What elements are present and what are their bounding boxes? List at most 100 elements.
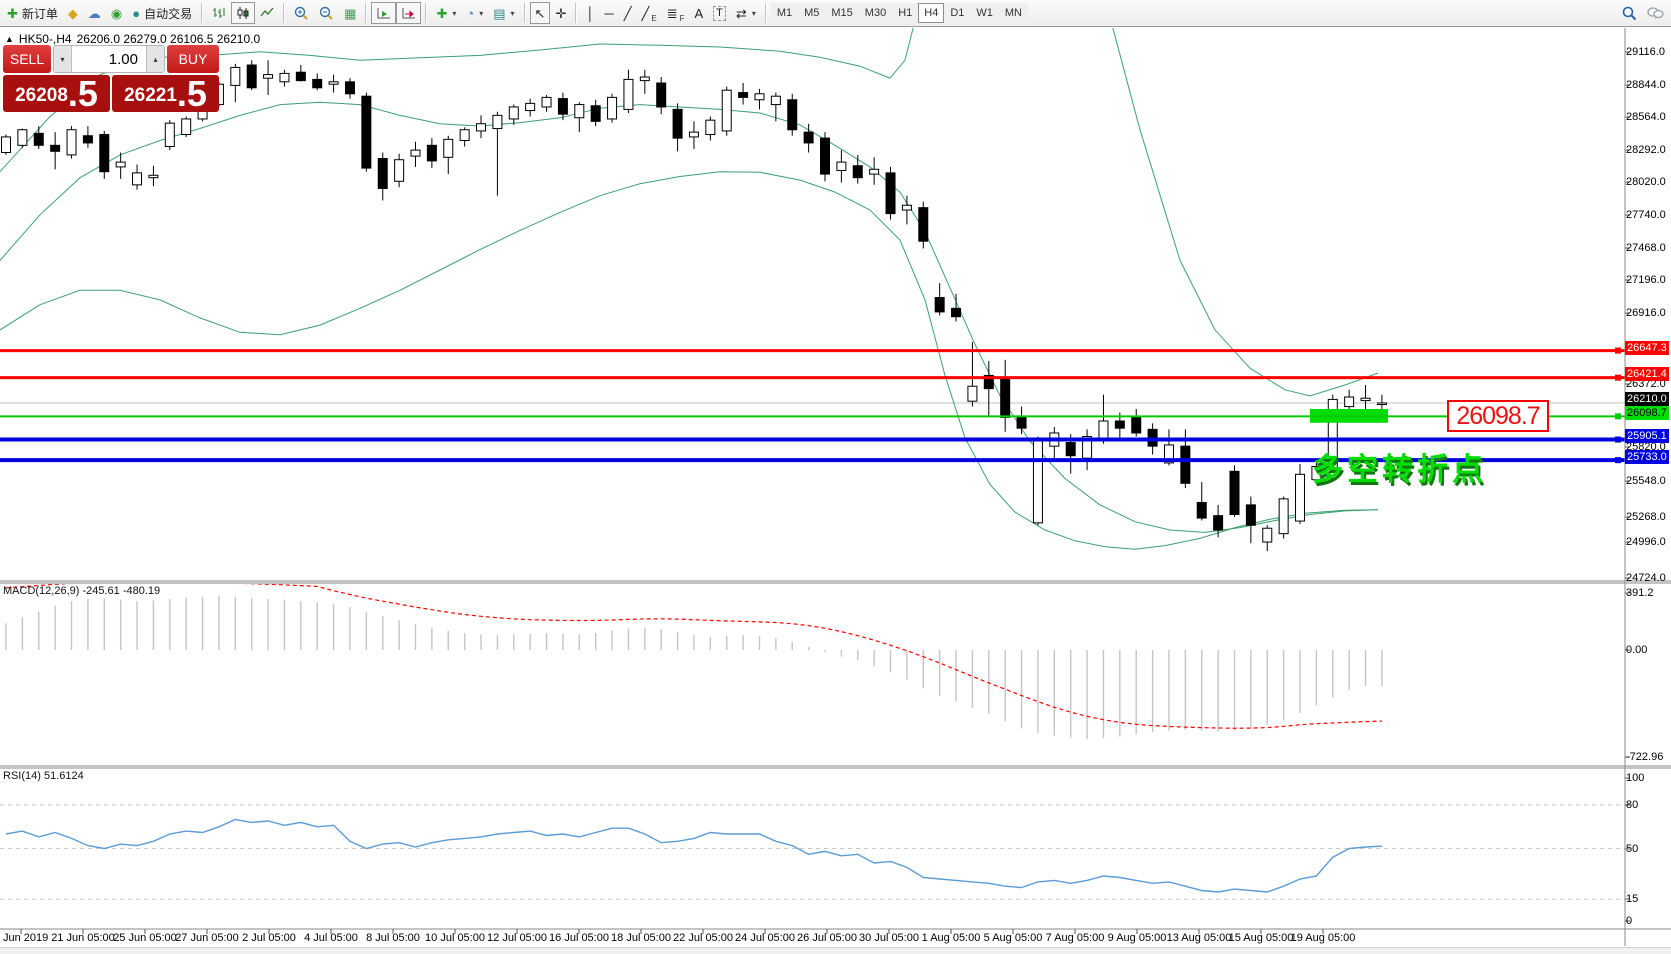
zoom-out-button[interactable]: [314, 2, 339, 24]
buy-button[interactable]: BUY: [167, 45, 219, 73]
volume-up-button[interactable]: ▴: [147, 46, 164, 72]
macd-indicator-title: MACD(12,26,9) -245.61 -480.19: [3, 585, 161, 597]
time-axis-label: 9 Aug 05:00: [1107, 932, 1167, 944]
time-axis-label: 5 Aug 05:00: [983, 932, 1043, 944]
zoom-out-icon: [319, 6, 333, 20]
crosshair-tool-button[interactable]: ✛: [550, 2, 571, 24]
candlestick-chart-button[interactable]: [231, 2, 256, 24]
tab-timeframe-m30[interactable]: M30: [858, 3, 893, 23]
add-indicator-icon: ✚: [436, 5, 448, 21]
chart-shift-button[interactable]: [396, 2, 422, 24]
hline-anchor[interactable]: [1615, 436, 1621, 443]
vertical-line-tool-button[interactable]: │: [581, 2, 599, 24]
symbol-arrow-icon: ▲: [5, 34, 14, 44]
new-order-button[interactable]: ✚ 新订单: [2, 2, 63, 24]
price-axis-label: 28292.0: [1626, 144, 1666, 156]
tab-timeframe-w1[interactable]: W1: [970, 3, 999, 23]
price-axis-label: 391.2: [1626, 587, 1654, 599]
time-axis-label: 8 Jul 05:00: [366, 932, 420, 944]
price-axis-label: 0.00: [1626, 644, 1648, 656]
tab-timeframe-d1[interactable]: D1: [944, 3, 971, 23]
time-axis-label: 13 Aug 05:00: [1166, 932, 1232, 944]
macd-pane[interactable]: [5, 582, 1383, 739]
tab-timeframe-m1[interactable]: M1: [770, 3, 799, 23]
hline-anchor[interactable]: [1615, 413, 1621, 420]
channel-sub-label: E: [651, 14, 657, 23]
ohlc-quote: 26206.0 26279.0 26106.5 26210.0: [76, 32, 261, 46]
price-level-tag[interactable]: 26098.7: [1447, 400, 1549, 432]
hline-anchor[interactable]: [1615, 374, 1621, 381]
price-axis-badge: 25905.1: [1625, 429, 1669, 443]
bar-chart-button[interactable]: [207, 2, 231, 24]
price-axis-label: 24996.0: [1626, 536, 1666, 548]
main-pane[interactable]: [0, 0, 1625, 552]
pivot-annotation[interactable]: 多空转折点: [1312, 452, 1487, 487]
price-axis-label: -722.96: [1626, 751, 1664, 763]
time-axis-label: 16 Jul 05:00: [549, 932, 609, 944]
text-label-icon: T: [713, 5, 726, 21]
chevron-down-icon: ▾: [479, 8, 484, 18]
text-tool-button[interactable]: A: [690, 2, 709, 24]
chat-icon: [1647, 7, 1664, 20]
price-axis-label: 15: [1626, 893, 1639, 905]
tab-timeframe-m5[interactable]: M5: [798, 3, 826, 23]
fibonacci-tool-button[interactable]: ≣ F: [662, 2, 690, 24]
price-axis-badge: 26647.3: [1625, 341, 1669, 355]
tab-timeframe-h4[interactable]: H4: [918, 3, 945, 23]
chat-button[interactable]: [1642, 2, 1669, 24]
fibonacci-icon: ≣: [666, 5, 678, 21]
channel-tool-button[interactable]: ╱ E: [637, 2, 662, 24]
cursor-tool-button[interactable]: ↖: [529, 2, 551, 24]
search-icon: [1622, 6, 1637, 20]
toolbar-separator: [764, 3, 767, 23]
text-icon: A: [694, 5, 704, 21]
tab-timeframe-mn[interactable]: MN: [998, 3, 1028, 23]
chevron-down-icon: ▾: [452, 8, 457, 18]
metaquotes-button[interactable]: ◆: [63, 2, 83, 24]
indicators-button[interactable]: ✚ ▾: [431, 2, 461, 24]
price-axis-badge: 26098.7: [1625, 406, 1669, 420]
auto-scroll-button[interactable]: [371, 2, 397, 24]
sell-price-main: 26208: [15, 85, 68, 106]
price-axis-label: 28844.0: [1626, 79, 1666, 91]
auto-trading-button[interactable]: ● 自动交易: [127, 2, 197, 24]
price-axis-label: 24724.0: [1626, 572, 1666, 584]
templates-button[interactable]: ▤ ▾: [488, 2, 519, 24]
sell-button[interactable]: SELL: [3, 45, 51, 73]
periods-button[interactable]: ◔ ▾: [461, 2, 488, 24]
hline-anchor[interactable]: [1615, 347, 1621, 354]
label-tool-button[interactable]: T: [708, 2, 731, 24]
trendline-tool-button[interactable]: ╱: [619, 2, 637, 24]
zoom-in-button[interactable]: [289, 2, 314, 24]
volume-down-button[interactable]: ▾: [54, 46, 71, 72]
time-axis-label: 30 Jul 05:00: [859, 932, 919, 944]
sell-price-tile[interactable]: 26208.5: [3, 75, 110, 112]
signals-button[interactable]: ◉: [106, 2, 127, 24]
arrows-tool-button[interactable]: ⇄ ▾: [731, 2, 761, 24]
rsi-indicator-title: RSI(14) 51.6124: [3, 770, 84, 782]
globe-icon: ●: [132, 5, 141, 21]
horizontal-line-tool-button[interactable]: ─: [599, 2, 618, 24]
fibonacci-sub-label: F: [679, 14, 685, 23]
price-axis-label: 50: [1626, 843, 1639, 855]
buy-price-tile[interactable]: 26221.5: [112, 75, 219, 112]
rsi-pane[interactable]: [0, 804, 1625, 900]
time-axis-label: 26 Jul 05:00: [797, 932, 857, 944]
tab-timeframe-m15[interactable]: M15: [825, 3, 859, 23]
buy-price-frac: .5: [176, 73, 207, 114]
line-chart-button[interactable]: [255, 2, 279, 24]
tab-timeframe-h1[interactable]: H1: [892, 3, 919, 23]
price-axis-badge: 26421.4: [1625, 367, 1669, 381]
cloud-icon: ☁: [87, 5, 101, 21]
price-axis-label: 0: [1626, 915, 1633, 927]
time-axis-label: 15 Aug 05:00: [1228, 932, 1294, 944]
search-button[interactable]: [1617, 2, 1642, 24]
volume-input[interactable]: 1.00: [71, 46, 147, 72]
bollinger-lower: [0, 171, 1379, 550]
one-click-trading-panel: SELL ▾ 1.00 ▴ BUY 26208.5 26221.5: [3, 45, 219, 112]
cloud-button[interactable]: ☁: [83, 2, 106, 24]
tile-windows-button[interactable]: ▦: [339, 2, 361, 24]
bollinger-upper2: [1112, 28, 1379, 397]
hline-anchor[interactable]: [1615, 457, 1621, 464]
